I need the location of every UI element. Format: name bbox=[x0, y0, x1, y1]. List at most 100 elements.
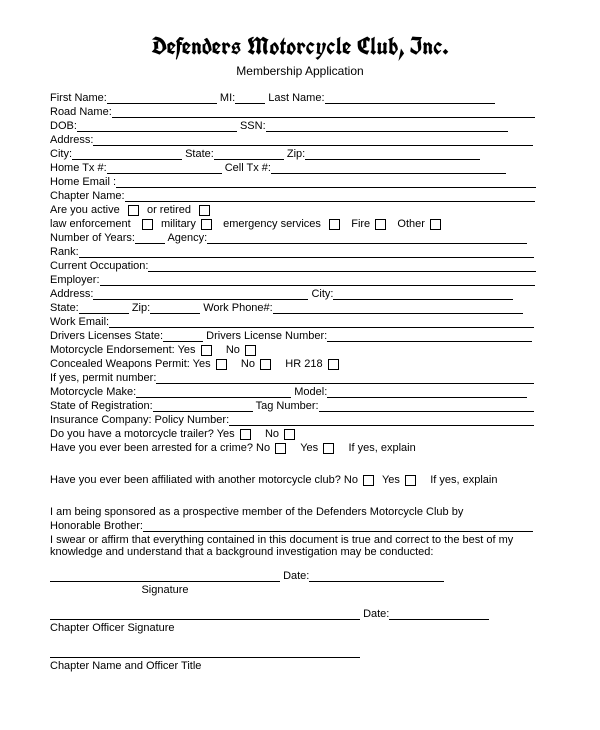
blank-agency[interactable] bbox=[207, 243, 527, 244]
club-title: Defenders Motorcycle Club, Inc. bbox=[50, 30, 550, 62]
checkbox-arrested-yes[interactable] bbox=[323, 443, 334, 454]
blank-dob[interactable] bbox=[77, 131, 237, 132]
label-lastname: Last Name: bbox=[268, 92, 324, 104]
checkbox-military[interactable] bbox=[201, 219, 212, 230]
blank-date2[interactable] bbox=[389, 619, 489, 620]
checkbox-fire[interactable] bbox=[375, 219, 386, 230]
label-emergency: emergency services bbox=[223, 218, 321, 230]
blank-occupation[interactable] bbox=[148, 271, 536, 272]
blank-ssn[interactable] bbox=[266, 131, 508, 132]
label-model: Model: bbox=[294, 386, 327, 398]
blank-address[interactable] bbox=[93, 145, 533, 146]
row-affirm: I swear or affirm that everything contai… bbox=[50, 534, 550, 558]
blank-hometx[interactable] bbox=[107, 173, 222, 174]
blank-state2[interactable] bbox=[79, 313, 129, 314]
label-affirm: I swear or affirm that everything contai… bbox=[50, 534, 513, 558]
checkbox-trailer-no[interactable] bbox=[284, 429, 295, 440]
blank-mi[interactable] bbox=[235, 103, 265, 104]
checkbox-other[interactable] bbox=[430, 219, 441, 230]
blank-model[interactable] bbox=[327, 397, 527, 398]
checkbox-trailer-yes[interactable] bbox=[240, 429, 251, 440]
label-cwp: Concealed Weapons Permit: Yes bbox=[50, 358, 211, 370]
label-chaptername: Chapter Name: bbox=[50, 190, 125, 202]
row-roadname: Road Name: bbox=[50, 106, 550, 118]
blank-city2[interactable] bbox=[333, 299, 513, 300]
checkbox-hr218[interactable] bbox=[328, 359, 339, 370]
blank-chaptertitle[interactable] bbox=[50, 657, 360, 658]
blank-zip2[interactable] bbox=[150, 313, 200, 314]
blank-state[interactable] bbox=[214, 159, 284, 160]
checkbox-arrested-no[interactable] bbox=[275, 443, 286, 454]
checkbox-retired[interactable] bbox=[199, 205, 210, 216]
row-chaptertitleline bbox=[50, 646, 550, 658]
label-officersig: Chapter Officer Signature bbox=[50, 622, 550, 634]
blank-date1[interactable] bbox=[309, 581, 444, 582]
blank-reg[interactable] bbox=[153, 411, 253, 412]
label-city2: City: bbox=[311, 288, 333, 300]
row-endorse: Motorcycle Endorsement: Yes No bbox=[50, 344, 550, 356]
label-affiliated-yes: Yes bbox=[382, 474, 400, 486]
label-workphone: Work Phone#: bbox=[203, 302, 273, 314]
blank-dlstate[interactable] bbox=[163, 341, 203, 342]
blank-honorable[interactable] bbox=[143, 531, 533, 532]
checkbox-affiliated-yes[interactable] bbox=[405, 475, 416, 486]
label-signature: Signature bbox=[50, 584, 280, 596]
blank-roadname[interactable] bbox=[112, 117, 535, 118]
label-trailer: Do you have a motorcycle trailer? Yes bbox=[50, 428, 235, 440]
label-city: City: bbox=[50, 148, 72, 160]
row-make: Motorcycle Make: Model: bbox=[50, 386, 550, 398]
blank-celltx[interactable] bbox=[271, 173, 506, 174]
label-make: Motorcycle Make: bbox=[50, 386, 136, 398]
checkbox-cwp-no[interactable] bbox=[260, 359, 271, 370]
label-firstname: First Name: bbox=[50, 92, 107, 104]
blank-firstname[interactable] bbox=[107, 103, 217, 104]
label-reg: State of Registration: bbox=[50, 400, 153, 412]
blank-insurance[interactable] bbox=[229, 425, 534, 426]
row-cwp: Concealed Weapons Permit: Yes No HR 218 bbox=[50, 358, 550, 370]
label-fire: Fire bbox=[351, 218, 370, 230]
blank-workemail[interactable] bbox=[109, 327, 534, 328]
form-page: Defenders Motorcycle Club, Inc. Membersh… bbox=[0, 0, 600, 702]
label-dlnumber: Drivers License Number: bbox=[206, 330, 327, 342]
label-military: military bbox=[161, 218, 196, 230]
label-ssn: SSN: bbox=[240, 120, 266, 132]
blank-signature[interactable] bbox=[50, 581, 280, 582]
blank-dlnumber[interactable] bbox=[327, 341, 532, 342]
label-affiliated-explain: If yes, explain bbox=[430, 474, 497, 486]
checkbox-emergency[interactable] bbox=[329, 219, 340, 230]
blank-permit[interactable] bbox=[156, 383, 534, 384]
label-chaptertitle: Chapter Name and Officer Title bbox=[50, 660, 550, 672]
blank-city[interactable] bbox=[72, 159, 182, 160]
blank-lastname[interactable] bbox=[325, 103, 495, 104]
label-mi: MI: bbox=[220, 92, 235, 104]
checkbox-cwp-yes[interactable] bbox=[216, 359, 227, 370]
label-zip: Zip: bbox=[287, 148, 305, 160]
label-endorse-no: No bbox=[226, 344, 240, 356]
blank-homeemail[interactable] bbox=[116, 187, 536, 188]
row-reg: State of Registration: Tag Number: bbox=[50, 400, 550, 412]
blank-address2[interactable] bbox=[93, 299, 308, 300]
blank-officersig[interactable] bbox=[50, 619, 360, 620]
checkbox-endorse-no[interactable] bbox=[245, 345, 256, 356]
blank-workphone[interactable] bbox=[273, 313, 523, 314]
label-retired: or retired bbox=[147, 204, 191, 216]
row-honorable: Honorable Brother: bbox=[50, 520, 550, 532]
label-endorse: Motorcycle Endorsement: Yes bbox=[50, 344, 196, 356]
label-cwp-no: No bbox=[241, 358, 255, 370]
checkbox-active[interactable] bbox=[128, 205, 139, 216]
blank-rank[interactable] bbox=[79, 257, 534, 258]
blank-zip[interactable] bbox=[305, 159, 480, 160]
label-agency: Agency: bbox=[167, 232, 207, 244]
checkbox-affiliated-no[interactable] bbox=[363, 475, 374, 486]
row-insurance: Insurance Company: Policy Number: bbox=[50, 414, 550, 426]
row-dob: DOB: SSN: bbox=[50, 120, 550, 132]
checkbox-law[interactable] bbox=[142, 219, 153, 230]
blank-make[interactable] bbox=[136, 397, 291, 398]
checkbox-endorse-yes[interactable] bbox=[201, 345, 212, 356]
blank-chaptername[interactable] bbox=[125, 201, 535, 202]
blank-employer[interactable] bbox=[100, 285, 535, 286]
label-arrested-explain: If yes, explain bbox=[348, 442, 415, 454]
row-officersigline: Date: bbox=[50, 608, 550, 620]
blank-years[interactable] bbox=[135, 243, 165, 244]
blank-tag[interactable] bbox=[319, 411, 534, 412]
